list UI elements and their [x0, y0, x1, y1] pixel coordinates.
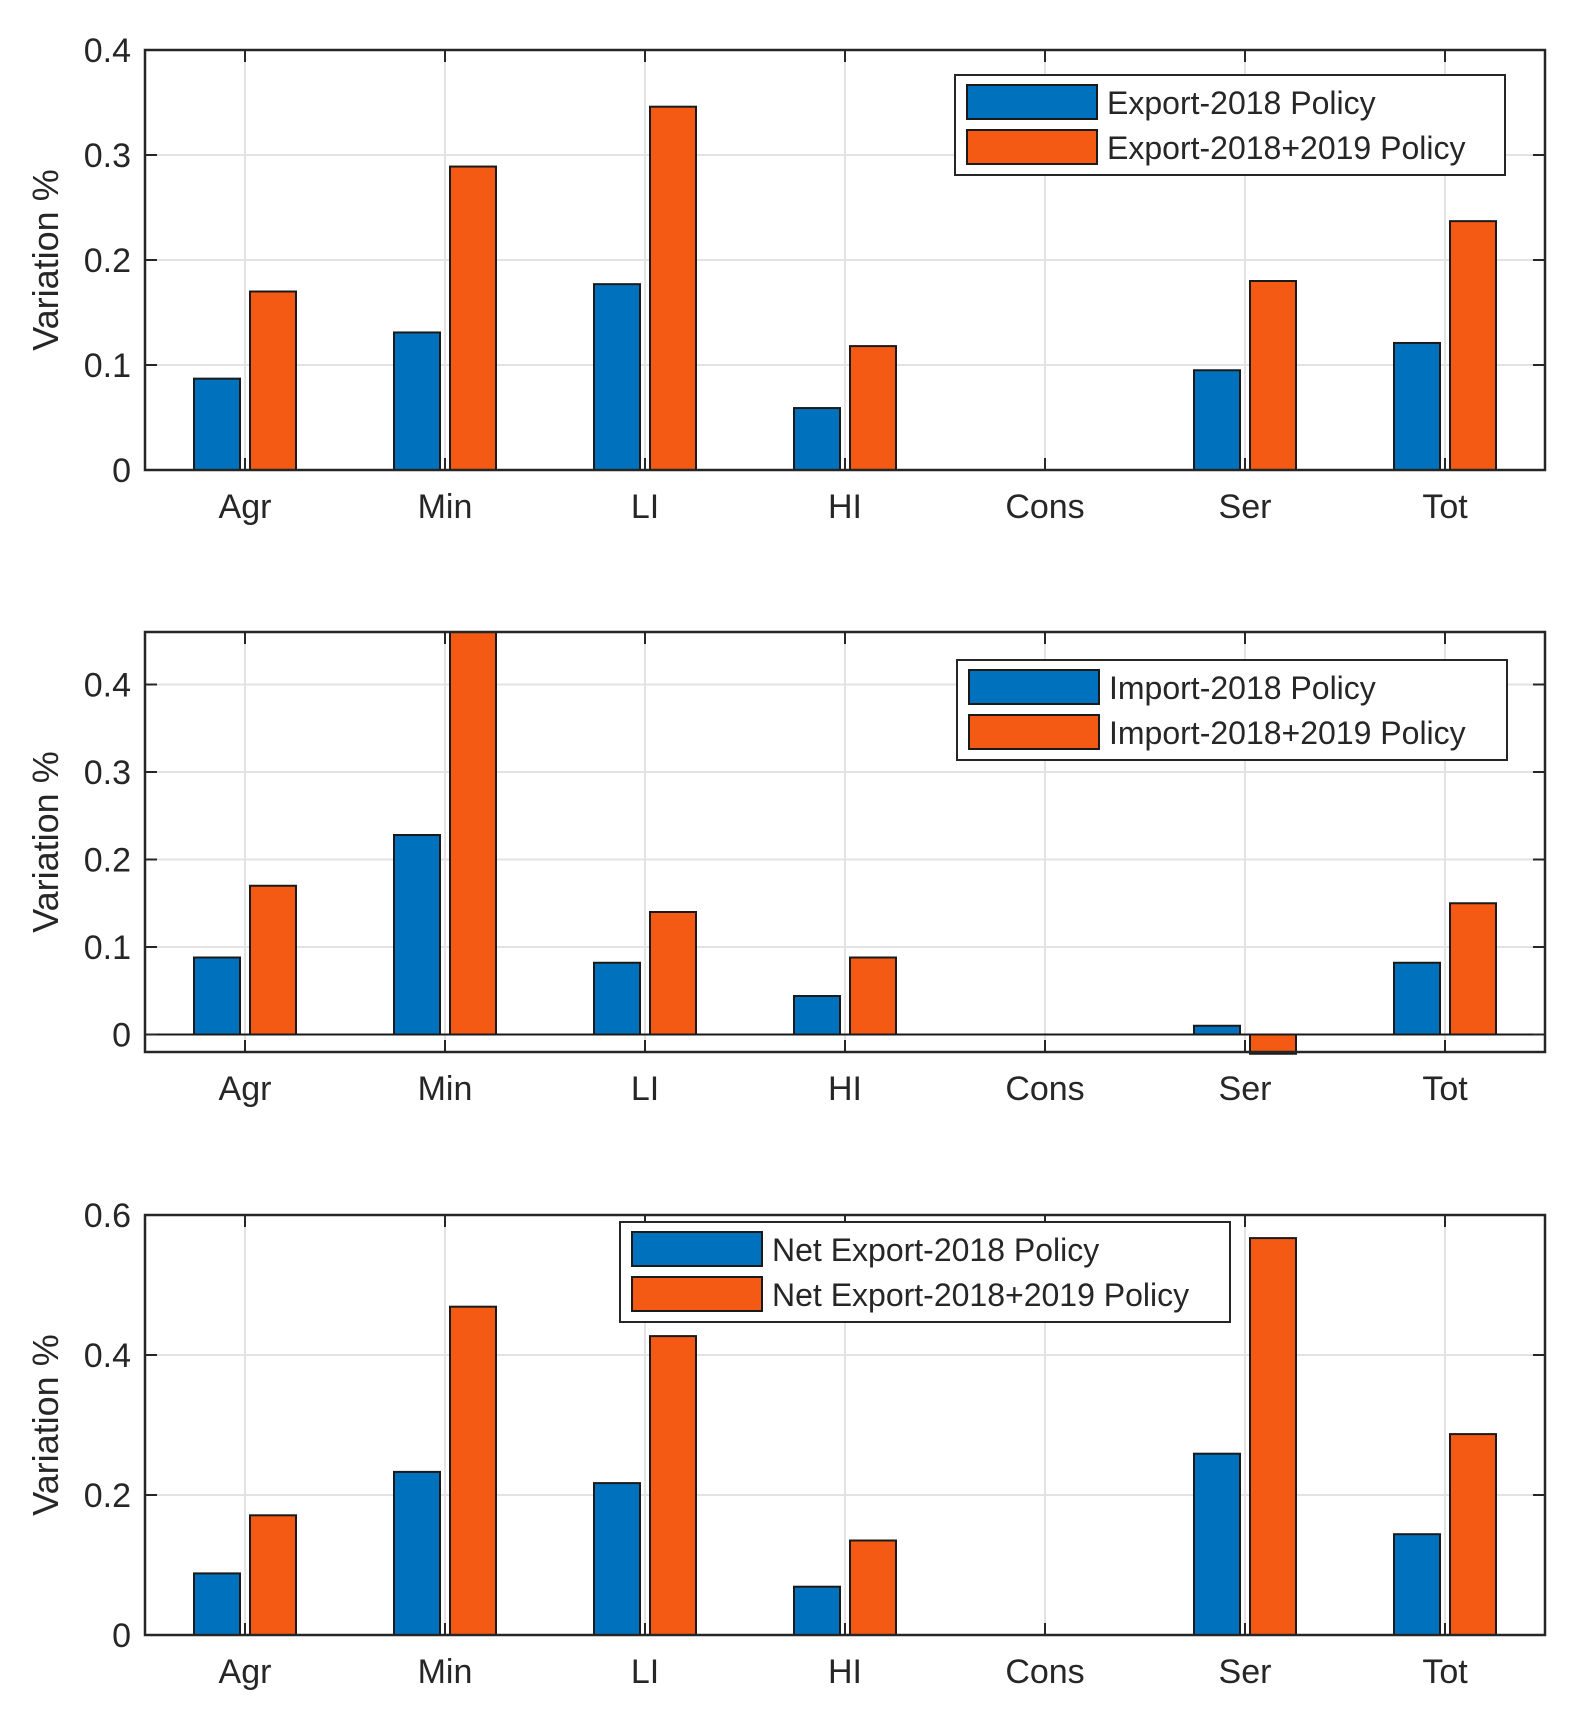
bar-series1-hi [793, 995, 841, 1036]
y-tick-label: 0.4 [84, 32, 131, 70]
y-tick-label: 0.2 [84, 842, 131, 880]
bar-series1-agr [193, 1572, 241, 1637]
bar-series1-ser [1193, 1024, 1241, 1036]
y-tick-label: 0 [112, 1617, 131, 1655]
bar-series2-agr [249, 290, 297, 471]
bar-series1-tot [1393, 341, 1441, 472]
bar-series2-agr [249, 1514, 297, 1637]
bar-series2-tot [1449, 1433, 1497, 1636]
bar-series1-tot [1393, 961, 1441, 1036]
bar-series1-min [393, 331, 441, 472]
x-tick-label: HI [828, 488, 862, 526]
x-tick-label: Min [418, 1070, 473, 1108]
y-tick-label: 0.4 [84, 667, 131, 705]
bar-series1-ser [1193, 369, 1241, 471]
x-tick-label: Ser [1219, 1070, 1272, 1108]
x-tick-label: Cons [1005, 1653, 1084, 1691]
y-tick-label: 0 [112, 1017, 131, 1055]
bar-series2-ser [1249, 280, 1297, 471]
y-tick-label: 0.1 [84, 347, 131, 385]
x-tick-label: LI [631, 1070, 659, 1108]
y-tick-label: 0.3 [84, 754, 131, 792]
y-axis-label: Variation % [25, 751, 66, 932]
x-tick-label: Min [418, 488, 473, 526]
x-tick-label: Agr [219, 1653, 272, 1691]
y-axis-label: Variation % [25, 169, 66, 350]
bar-series1-ser [1193, 1452, 1241, 1636]
legend-swatch-series2 [968, 714, 1100, 750]
x-tick-label: Ser [1219, 488, 1272, 526]
x-tick-label: HI [828, 1653, 862, 1691]
x-tick-label: Tot [1422, 1070, 1468, 1108]
x-tick-label: LI [631, 488, 659, 526]
y-tick-label: 0 [112, 452, 131, 490]
x-tick-label: Agr [219, 1070, 272, 1108]
x-tick-label: LI [631, 1653, 659, 1691]
y-tick-label: 0.2 [84, 1477, 131, 1515]
x-tick-label: Cons [1005, 1070, 1084, 1108]
bar-series2-li [649, 105, 697, 471]
x-tick-label: HI [828, 1070, 862, 1108]
bar-series2-min [449, 1305, 497, 1636]
legend-swatch-series1 [631, 1231, 763, 1267]
chart-net-export: Agr Min LI HI Cons Ser Tot 0 0.2 0.4 0.6 Variation … [25, 1197, 1547, 1691]
bar-series1-li [593, 1482, 641, 1636]
bar-series2-hi [849, 956, 897, 1036]
chart-import: Agr Min LI HI Cons Ser Tot 0 0.1 0.2 0.3 0.4 Variati… [25, 630, 1547, 1108]
bar-series1-li [593, 283, 641, 471]
y-tick-label: 0.6 [84, 1197, 131, 1235]
y-tick-label: 0.3 [84, 137, 131, 175]
legend-label-series1: Net Export-2018 Policy [772, 1232, 1099, 1268]
legend-label-series2: Net Export-2018+2019 Policy [772, 1277, 1189, 1313]
x-tick-label: Min [418, 1653, 473, 1691]
bar-series2-li [649, 911, 697, 1036]
bar-series1-agr [193, 377, 241, 471]
bar-series1-tot [1393, 1533, 1441, 1636]
x-tick-label: Tot [1422, 1653, 1468, 1691]
bar-series1-min [393, 834, 441, 1036]
bar-series1-hi [793, 1585, 841, 1636]
bar-series2-li [649, 1335, 697, 1636]
y-axis-label: Variation % [25, 1334, 66, 1515]
chart-export: Agr Min LI HI Cons Ser Tot 0 0.1 0.2 0.3 0.4 Variati… [25, 32, 1547, 526]
bar-series2-hi [849, 1539, 897, 1636]
legend-swatch-series2 [631, 1276, 763, 1312]
legend-label-series2: Import-2018+2019 Policy [1109, 715, 1466, 751]
legend-label-series1: Export-2018 Policy [1107, 85, 1376, 121]
y-tick-label: 0.4 [84, 1337, 131, 1375]
x-tick-label: Agr [219, 488, 272, 526]
bar-series2-min [449, 165, 497, 472]
legend-label-series2: Export-2018+2019 Policy [1107, 130, 1465, 166]
bar-series2-agr [249, 884, 297, 1036]
bar-series2-ser [1249, 1237, 1297, 1636]
legend-swatch-series2 [966, 129, 1098, 165]
bar-series2-tot [1449, 220, 1497, 471]
legend-label-series1: Import-2018 Policy [1109, 670, 1376, 706]
y-tick-label: 0.2 [84, 242, 131, 280]
y-tick-label: 0.1 [84, 929, 131, 967]
x-tick-label: Ser [1219, 1653, 1272, 1691]
bar-series1-hi [793, 407, 841, 471]
bar-series2-min [449, 631, 497, 1036]
legend-swatch-series1 [968, 669, 1100, 705]
bar-series1-agr [193, 956, 241, 1036]
x-tick-label: Cons [1005, 488, 1084, 526]
legend-swatch-series1 [966, 84, 1098, 120]
bar-series1-min [393, 1470, 441, 1637]
bar-series2-hi [849, 345, 897, 472]
x-tick-label: Tot [1422, 488, 1468, 526]
bar-series2-tot [1449, 902, 1497, 1036]
bar-series1-li [593, 961, 641, 1036]
